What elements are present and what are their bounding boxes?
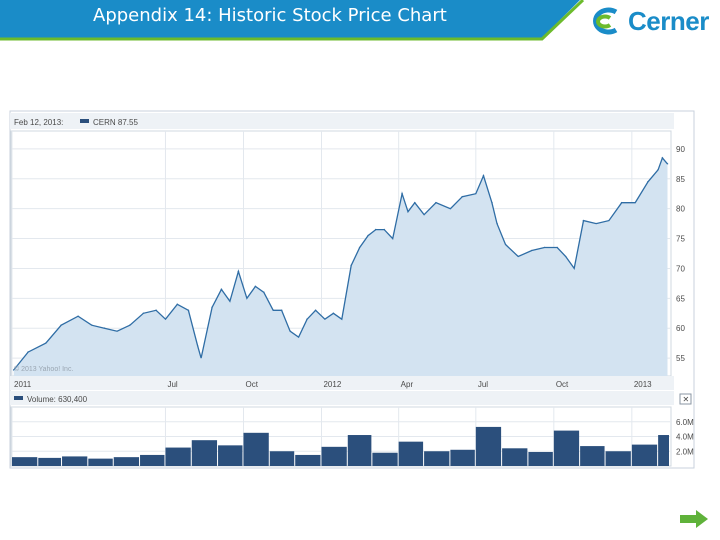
close-icon: ✕ <box>683 395 690 404</box>
x-tick-label: 2011 <box>14 380 32 389</box>
price-y-tick-label: 70 <box>676 264 685 273</box>
volume-bar <box>295 454 321 466</box>
volume-bar <box>372 452 398 466</box>
price-line <box>13 156 668 371</box>
volume-y-tick-label: 4.0M <box>676 433 694 442</box>
cerner-logo-text: Cerner <box>628 6 709 36</box>
price-y-tick-label: 80 <box>676 205 685 214</box>
x-tick-label: Oct <box>556 380 569 389</box>
price-y-tick-label: 85 <box>676 175 685 184</box>
x-tick-label: Jul <box>478 380 488 389</box>
volume-bar <box>12 457 38 466</box>
volume-bar <box>88 458 113 466</box>
chart-date-label: Feb 12, 2013: <box>14 118 63 127</box>
volume-y-tick-label: 6.0M <box>676 418 694 427</box>
volume-header-strip <box>10 391 674 405</box>
price-y-tick-label: 75 <box>676 235 685 244</box>
volume-bar <box>269 451 295 466</box>
price-y-tick-label: 90 <box>676 145 685 154</box>
volume-bar <box>475 426 502 466</box>
volume-bar <box>553 430 580 466</box>
volume-bar <box>38 457 62 466</box>
series-legend-swatch <box>80 119 89 123</box>
price-y-tick-label: 65 <box>676 294 685 303</box>
volume-close-button[interactable]: ✕ <box>679 393 692 405</box>
volume-legend-swatch <box>14 396 23 400</box>
volume-legend-label: Volume: 630,400 <box>27 395 88 404</box>
volume-bar <box>165 447 191 466</box>
chart-watermark: © 2013 Yahoo! Inc. <box>14 365 73 373</box>
x-tick-label: Apr <box>401 380 414 389</box>
volume-bar <box>113 457 140 466</box>
volume-bar <box>631 444 658 466</box>
volume-y-tick-label: 2.0M <box>676 447 694 456</box>
volume-bar <box>62 456 88 466</box>
volume-bar <box>658 435 669 466</box>
volume-bar <box>502 448 528 466</box>
x-tick-label: 2012 <box>323 380 341 389</box>
chart-header-strip <box>10 113 674 129</box>
volume-bar <box>605 451 631 466</box>
volume-bar <box>347 435 372 466</box>
price-area-fill <box>13 157 668 376</box>
volume-bar <box>424 451 450 466</box>
volume-bar <box>321 446 347 466</box>
slide-title: Appendix 14: Historic Stock Price Chart <box>93 5 447 26</box>
volume-bar <box>580 446 605 466</box>
x-tick-label: Jul <box>167 380 177 389</box>
volume-bar <box>191 440 218 466</box>
cerner-logo-icon <box>593 7 618 35</box>
header-blue-band <box>0 0 580 40</box>
x-axis-strip <box>10 376 674 390</box>
volume-bar <box>450 449 475 466</box>
volume-bar <box>140 454 165 466</box>
next-arrow-icon[interactable] <box>680 510 708 528</box>
volume-bar <box>243 432 269 466</box>
volume-bar <box>218 445 243 466</box>
header-green-line <box>0 0 585 41</box>
series-legend-label: CERN 87.55 <box>93 118 138 127</box>
volume-bar <box>398 441 424 466</box>
x-tick-label: Oct <box>245 380 258 389</box>
slide-header-bar <box>0 0 585 41</box>
price-y-tick-label: 55 <box>676 354 685 363</box>
price-y-tick-label: 60 <box>676 324 685 333</box>
x-tick-label: 2013 <box>634 380 652 389</box>
volume-bar <box>528 451 553 466</box>
